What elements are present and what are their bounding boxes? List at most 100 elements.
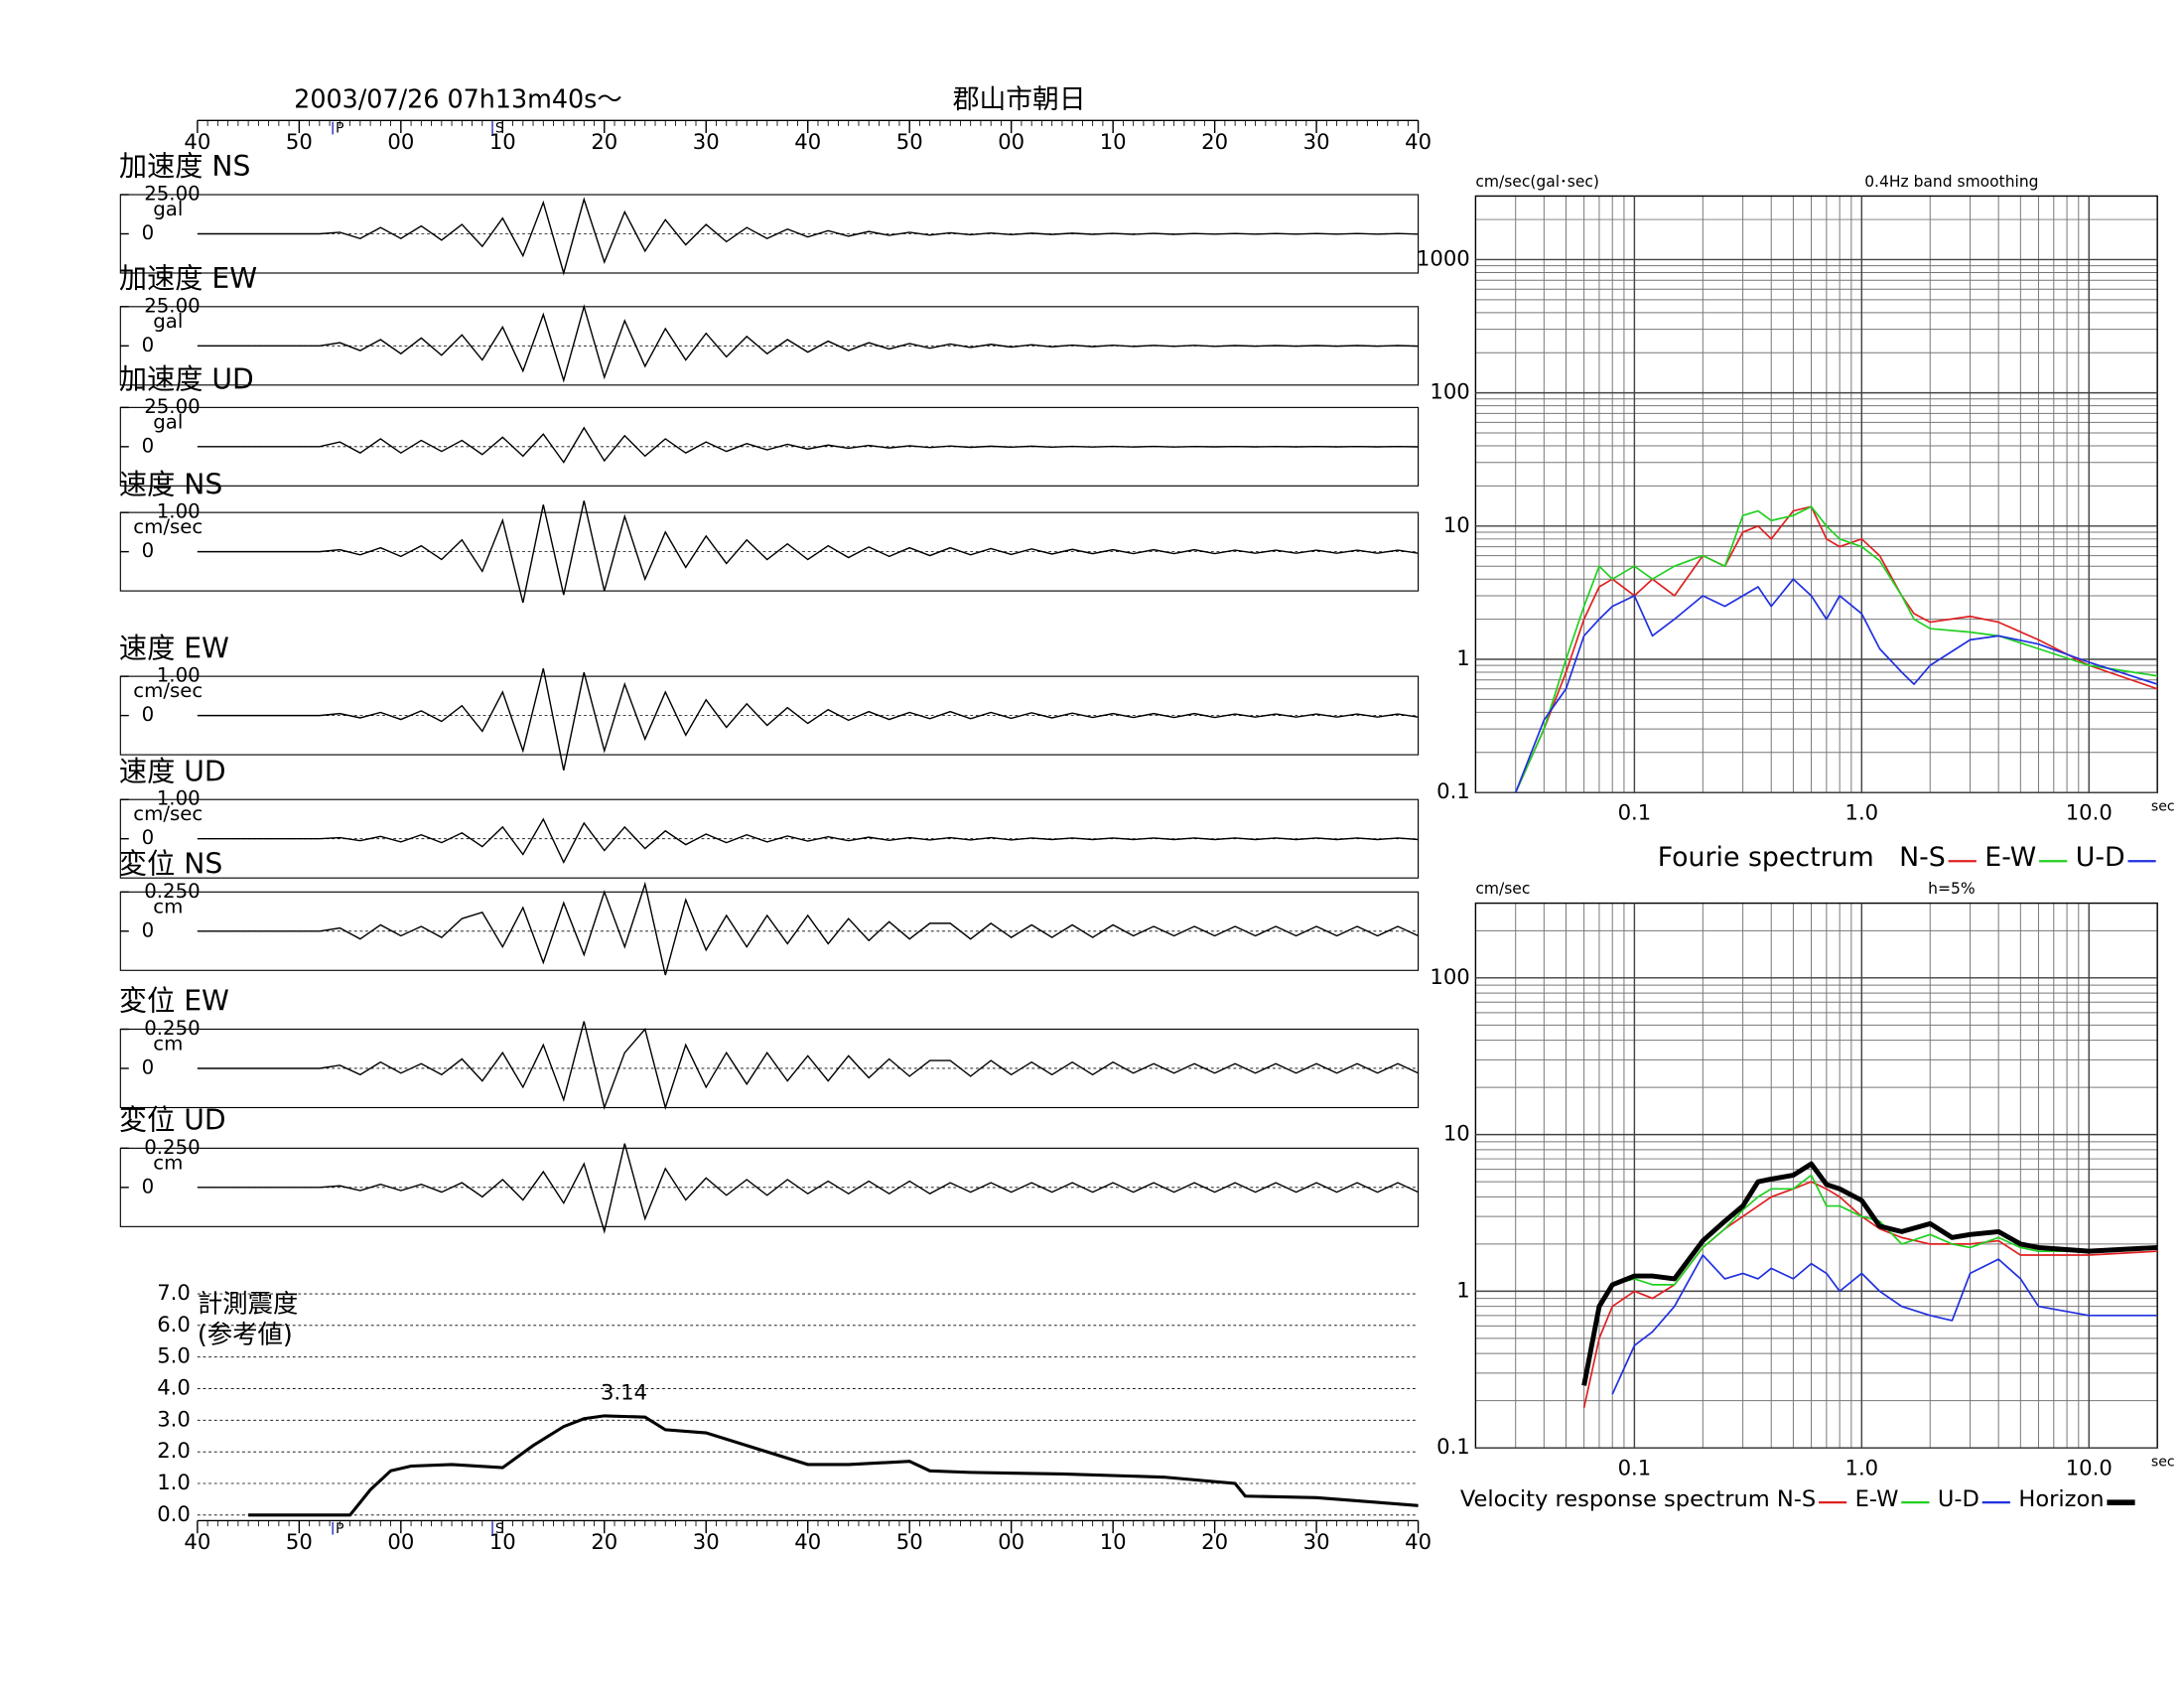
y-tick-label: 0 bbox=[142, 1055, 155, 1078]
x-tick-label: 10 bbox=[489, 1529, 516, 1554]
legend-label: U-D bbox=[1938, 1486, 1979, 1512]
phase-label: S bbox=[495, 1521, 504, 1537]
record-time: 2003/07/26 07h13m40s〜 bbox=[294, 84, 622, 114]
x-tick-label: 20 bbox=[1201, 129, 1228, 154]
x-tick-label: 20 bbox=[1201, 1529, 1228, 1554]
y-tick-label: 10 bbox=[1443, 1121, 1470, 1146]
legend-label: Horizon bbox=[2018, 1486, 2104, 1512]
x-tick-label: 10.0 bbox=[2066, 1455, 2113, 1479]
x-tick-label: 40 bbox=[794, 129, 821, 154]
y-axis-label: cm/sec(gal･sec) bbox=[1475, 173, 1599, 191]
panel-unit: cm bbox=[153, 895, 183, 917]
legend-label: N-S bbox=[1899, 842, 1946, 873]
x-tick-label: 10.0 bbox=[2066, 799, 2113, 824]
y-tick-label: 10 bbox=[1443, 512, 1470, 537]
chart-note: h=5% bbox=[1928, 880, 1975, 898]
phase-label: S bbox=[495, 121, 504, 137]
legend-title: Velocity response spectrum bbox=[1460, 1486, 1770, 1512]
y-tick-label: 0 bbox=[142, 1175, 155, 1197]
y-tick-label: 0 bbox=[142, 334, 155, 356]
phase-label: P bbox=[336, 1521, 344, 1537]
x-tick-label: 40 bbox=[184, 129, 210, 154]
y-tick-label: 1.00 bbox=[157, 500, 201, 523]
x-tick-label: 30 bbox=[1303, 129, 1330, 154]
x-tick-label: 50 bbox=[286, 129, 313, 154]
panel-unit: cm/sec bbox=[133, 679, 203, 702]
y-tick-label: 1000 bbox=[1417, 245, 1470, 270]
y-tick-label: 1.00 bbox=[157, 787, 201, 810]
panel-unit: gal bbox=[153, 198, 183, 220]
panel-unit: cm bbox=[153, 1151, 183, 1174]
intensity-line bbox=[248, 1414, 1419, 1517]
legend-title: Fourie spectrum bbox=[1658, 842, 1874, 873]
panel-name: 変位 UD bbox=[119, 1104, 226, 1137]
y-tick-label: 0.250 bbox=[144, 1136, 201, 1159]
x-tick-label: 10 bbox=[489, 129, 516, 154]
waveform-trace bbox=[197, 500, 1419, 604]
y-tick-label: 0.1 bbox=[1436, 1434, 1470, 1459]
x-tick-label: 20 bbox=[591, 129, 617, 154]
x-tick-label: 1.0 bbox=[1845, 799, 1879, 824]
x-tick-label: 20 bbox=[591, 1529, 617, 1554]
x-tick-label: 1.0 bbox=[1845, 1455, 1879, 1479]
y-tick-label: 0 bbox=[142, 918, 155, 941]
legend-label: U-D bbox=[2076, 842, 2125, 873]
y-tick-label: 6.0 bbox=[157, 1312, 191, 1336]
y-tick-label: 0.1 bbox=[1436, 778, 1470, 803]
y-tick-label: 0 bbox=[142, 703, 155, 726]
legend-label: E-W bbox=[1984, 842, 2036, 873]
y-tick-label: 7.0 bbox=[157, 1280, 191, 1305]
panel-name: 速度 NS bbox=[119, 468, 222, 500]
spectrum-line bbox=[1582, 1181, 2158, 1409]
waveform-trace bbox=[197, 1021, 1419, 1110]
panel-unit: gal bbox=[153, 310, 183, 333]
y-axis-label: (参考値) bbox=[198, 1319, 293, 1348]
legend-label: E-W bbox=[1855, 1486, 1899, 1512]
panel-name: 加速度 NS bbox=[119, 150, 251, 183]
x-tick-label: 30 bbox=[693, 129, 720, 154]
spectrum-line bbox=[1514, 505, 2158, 793]
panel-name: 加速度 UD bbox=[119, 363, 254, 396]
y-tick-label: 2.0 bbox=[157, 1438, 191, 1463]
panel-unit: cm/sec bbox=[133, 515, 203, 538]
y-tick-label: 0.250 bbox=[144, 1017, 201, 1040]
y-tick-label: 1.00 bbox=[157, 664, 201, 687]
y-axis-label: 計測震度 bbox=[198, 1288, 299, 1318]
x-tick-label: 30 bbox=[1303, 1529, 1330, 1554]
waveform-trace bbox=[197, 668, 1419, 772]
y-tick-label: 1 bbox=[1456, 645, 1469, 670]
x-axis-label: sec bbox=[2151, 1454, 2175, 1470]
x-tick-label: 40 bbox=[1405, 129, 1432, 154]
x-tick-label: 40 bbox=[184, 1529, 210, 1554]
y-tick-label: 0.0 bbox=[157, 1501, 191, 1526]
waveform-trace bbox=[197, 881, 1419, 976]
panel-unit: cm/sec bbox=[133, 802, 203, 825]
y-tick-label: 0 bbox=[142, 539, 155, 562]
legend-label: N-S bbox=[1777, 1486, 1816, 1512]
x-tick-label: 50 bbox=[896, 1529, 923, 1554]
waveform-trace bbox=[197, 197, 1419, 276]
y-tick-label: 1.0 bbox=[157, 1470, 191, 1494]
y-tick-label: 5.0 bbox=[157, 1343, 191, 1368]
waveform-trace bbox=[197, 426, 1419, 464]
x-tick-label: 0.1 bbox=[1618, 1455, 1652, 1479]
panel-name: 変位 EW bbox=[119, 985, 229, 1018]
panel-name: 速度 UD bbox=[119, 755, 226, 787]
x-tick-label: 40 bbox=[794, 1529, 821, 1554]
y-axis-label: cm/sec bbox=[1475, 880, 1530, 898]
x-tick-label: 10 bbox=[1100, 129, 1127, 154]
y-tick-label: 0 bbox=[142, 221, 155, 244]
y-tick-label: 1 bbox=[1456, 1277, 1469, 1302]
x-tick-label: 0.1 bbox=[1618, 799, 1652, 824]
y-tick-label: 25.00 bbox=[144, 395, 201, 418]
waveform-trace bbox=[197, 304, 1419, 383]
y-tick-label: 100 bbox=[1430, 379, 1469, 404]
x-tick-label: 50 bbox=[896, 129, 923, 154]
waveform-trace bbox=[197, 1143, 1419, 1234]
spectrum-line bbox=[1514, 578, 2158, 793]
x-tick-label: 30 bbox=[693, 1529, 720, 1554]
x-tick-label: 00 bbox=[998, 129, 1024, 154]
panel-name: 変位 NS bbox=[119, 848, 222, 881]
